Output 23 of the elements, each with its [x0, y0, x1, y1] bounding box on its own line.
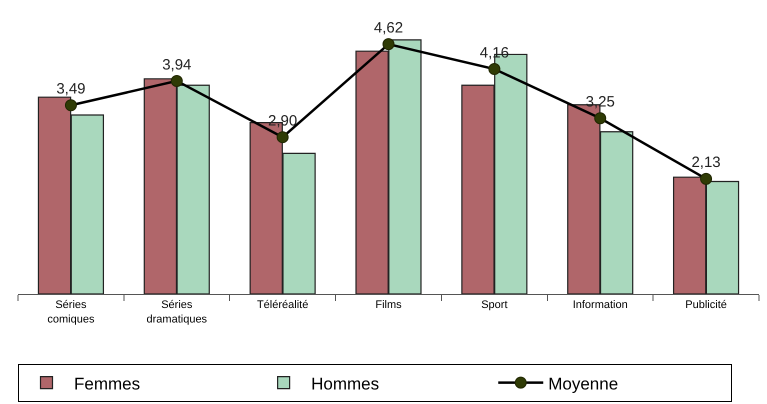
x-tick-label: Publicité	[685, 299, 727, 312]
data-label: 2,90	[268, 112, 298, 130]
x-tick-label: Séries comiques	[47, 299, 95, 326]
point	[594, 112, 606, 124]
data-label: 3,25	[586, 94, 615, 111]
legend-label: Hommes	[311, 374, 380, 394]
x-tick-label: Séries dramatiques	[146, 299, 208, 326]
data-label: 3,94	[162, 56, 192, 74]
data-label: 3,49	[56, 80, 86, 98]
point	[700, 172, 712, 185]
x-tick-label: Sport	[481, 299, 508, 312]
point	[64, 99, 77, 112]
x-tick-label: Téléréalité	[256, 299, 308, 312]
point	[382, 38, 394, 50]
data-label: 4,62	[374, 20, 404, 37]
point	[488, 63, 500, 76]
legend-label: Femmes	[74, 374, 140, 394]
x-tick-label: Information	[572, 299, 628, 312]
point	[170, 74, 183, 87]
x-tick-label: Films	[375, 299, 402, 312]
data-label: 2,13	[691, 154, 721, 172]
legend-label: Moyenne	[548, 374, 618, 394]
point	[276, 131, 289, 144]
